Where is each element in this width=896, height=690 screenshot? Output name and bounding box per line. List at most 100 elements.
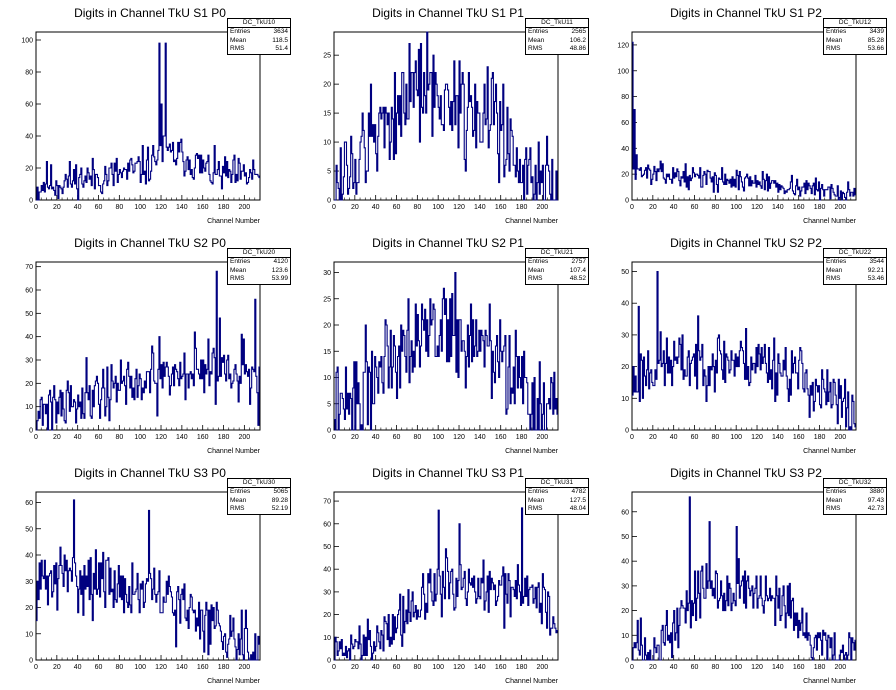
x-tick-label: 20	[53, 204, 61, 211]
stats-label: RMS	[230, 275, 245, 283]
x-tick-label: 20	[649, 434, 657, 441]
x-tick-label: 120	[751, 434, 763, 441]
x-tick-label: 200	[835, 664, 847, 671]
y-tick-label: 40	[25, 334, 33, 341]
histogram-title: Digits in Channel TkU S1 P2	[670, 6, 822, 20]
x-tick-label: 40	[372, 204, 380, 211]
stats-value: 52.19	[271, 505, 288, 513]
x-tick-label: 80	[711, 204, 719, 211]
x-tick-label: 80	[413, 434, 421, 441]
y-tick-label: 0	[29, 198, 33, 205]
stats-row-rms: RMS 48.52	[526, 275, 588, 283]
x-tick-label: 60	[95, 434, 103, 441]
histogram-title: Digits in Channel TkU S3 P0	[74, 466, 226, 480]
stats-label: RMS	[826, 45, 841, 53]
x-tick-label: 60	[95, 204, 103, 211]
x-tick-label: 180	[516, 664, 528, 671]
histogram-plot: 0 20 40 60 80 100 120 140 160 180 200 0 5 10 15 20 25 30	[323, 261, 559, 441]
y-tick-label: 100	[21, 38, 33, 45]
x-tick-label: 20	[649, 664, 657, 671]
y-tick-label: 0	[29, 658, 33, 665]
x-tick-label: 100	[730, 434, 742, 441]
y-tick-label: 60	[25, 102, 33, 109]
y-tick-label: 30	[621, 332, 629, 339]
y-tick-label: 10	[25, 404, 33, 411]
x-tick-label: 200	[835, 204, 847, 211]
stats-value: 48.86	[569, 45, 586, 53]
y-tick-label: 10	[25, 631, 33, 638]
x-tick-label: 60	[95, 664, 103, 671]
x-tick-label: 100	[730, 204, 742, 211]
x-tick-label: 40	[670, 664, 678, 671]
stats-label: Entries	[528, 28, 549, 36]
y-tick-label: 20	[323, 323, 331, 330]
stats-label: Mean	[230, 266, 247, 274]
stats-value: 3439	[869, 28, 884, 36]
x-tick-label: 180	[516, 204, 528, 211]
x-tick-label: 160	[495, 664, 507, 671]
stats-value: 4120	[273, 258, 288, 266]
stats-box: DC_TkU22 Entries 3544 Mean 92.21 RMS 53.46	[823, 248, 887, 285]
stats-label: Mean	[826, 496, 843, 504]
stats-row-entries: Entries 3880	[824, 488, 886, 496]
x-tick-label: 160	[495, 434, 507, 441]
x-tick-label: 100	[134, 204, 146, 211]
x-tick-label: 0	[332, 204, 336, 211]
stats-value: 3634	[273, 28, 288, 36]
y-tick-label: 40	[25, 134, 33, 141]
x-tick-label: 60	[393, 664, 401, 671]
stats-row-mean: Mean 97.43	[824, 497, 886, 505]
histogram-title: Digits in Channel TkU S3 P2	[670, 466, 822, 480]
y-tick-label: 60	[25, 500, 33, 507]
histogram-panel: Digits in Channel TkU S2 P1 0 20 40 60 80 100 1…	[298, 230, 596, 460]
y-tick-label: 0	[327, 658, 331, 665]
x-tick-label: 140	[176, 664, 188, 671]
y-tick-label: 0	[625, 198, 629, 205]
histogram-plot: 0 20 40 60 80 100 120 140 160 180 200 0 10 20 30 40 50 60…	[25, 261, 261, 441]
histogram-series-line	[632, 41, 856, 201]
stats-row-mean: Mean 92.21	[824, 267, 886, 275]
x-tick-label: 120	[453, 664, 465, 671]
stats-row-rms: RMS 53.99	[228, 275, 290, 283]
x-tick-label: 60	[691, 664, 699, 671]
x-tick-label: 200	[239, 204, 251, 211]
stats-label: Entries	[230, 28, 251, 36]
stats-label: RMS	[230, 505, 245, 513]
histogram-series-line	[334, 507, 558, 661]
y-tick-label: 30	[25, 579, 33, 586]
stats-value: 5065	[273, 488, 288, 496]
plot-frame	[35, 261, 261, 431]
stats-histogram-name: DC_TkU22	[824, 249, 886, 259]
x-tick-label: 20	[53, 664, 61, 671]
x-tick-label: 200	[537, 434, 549, 441]
histogram-plot: 0 20 40 60 80 100 120 140 160 180 200 0 5 10 15 20 25	[323, 31, 559, 211]
histogram-panel: Digits in Channel TkU S3 P1 0 20 40 60 80 100 1…	[298, 460, 596, 690]
stats-box: DC_TkU30 Entries 5065 Mean 89.28 RMS 52.19	[227, 478, 291, 515]
x-tick-label: 40	[372, 664, 380, 671]
stats-histogram-name: DC_TkU20	[228, 249, 290, 259]
plot-frame	[333, 31, 559, 201]
x-tick-label: 20	[351, 434, 359, 441]
y-tick-label: 0	[625, 658, 629, 665]
y-tick-label: 30	[621, 583, 629, 590]
y-tick-label: 40	[323, 567, 331, 574]
stats-histogram-name: DC_TkU31	[526, 479, 588, 489]
stats-row-entries: Entries 3544	[824, 258, 886, 266]
x-tick-label: 180	[218, 434, 230, 441]
stats-value: 127.5	[569, 496, 586, 504]
stats-value: 123.6	[271, 266, 288, 274]
stats-value: 85.28	[867, 36, 884, 44]
y-tick-label: 120	[617, 42, 629, 49]
x-tick-label: 180	[814, 204, 826, 211]
stats-label: Mean	[230, 36, 247, 44]
x-tick-label: 80	[413, 204, 421, 211]
stats-box: DC_TkU20 Entries 4120 Mean 123.6 RMS 53.99	[227, 248, 291, 285]
stats-row-entries: Entries 2565	[526, 28, 588, 36]
y-tick-label: 70	[323, 499, 331, 506]
stats-value: 118.5	[272, 36, 288, 44]
plot-frame	[631, 261, 857, 431]
histogram-panel: Digits in Channel TkU S1 P2 0 20 40 60 80 100 1…	[596, 0, 894, 230]
histogram-title: Digits in Channel TkU S1 P1	[372, 6, 524, 20]
x-tick-label: 80	[115, 204, 123, 211]
